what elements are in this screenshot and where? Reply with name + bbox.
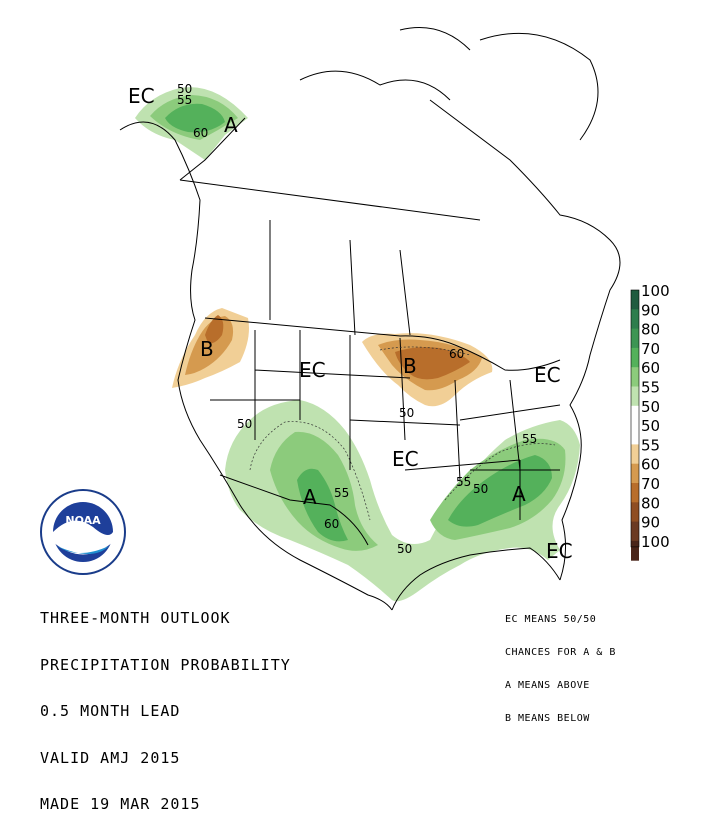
outlook-map: EC A 50 55 60 B B 60 50 EC EC EC EC A 50… bbox=[40, 27, 670, 611]
noaa-logo-bird-icon bbox=[53, 520, 113, 555]
contour-55-southwest: 55 bbox=[334, 486, 349, 500]
arctic-islands bbox=[299, 27, 599, 141]
contour-50-greatlakes: 50 bbox=[399, 406, 414, 420]
legend-swatch-1 bbox=[631, 309, 639, 330]
legend-swatch-9 bbox=[631, 463, 639, 484]
outlook-title-block: THREE-MONTH OUTLOOK PRECIPITATION PROBAB… bbox=[40, 580, 291, 828]
legend-swatch-4 bbox=[631, 367, 639, 387]
legend-swatch-3 bbox=[631, 347, 639, 368]
contour-50-southwest: 50 bbox=[237, 417, 252, 431]
southwest-above-area bbox=[225, 400, 580, 602]
ec-florida-label: EC bbox=[546, 539, 573, 563]
northwest-shade-dark bbox=[205, 315, 224, 344]
legend-swatch-10 bbox=[631, 483, 639, 503]
contour-55-southeast-2: 55 bbox=[522, 432, 537, 446]
contour-southwest-55 bbox=[249, 421, 371, 521]
a-southeast-label: A bbox=[512, 482, 526, 506]
border-us-canada bbox=[204, 317, 561, 371]
a-alaska-label: A bbox=[224, 113, 238, 137]
alaska-shade-dark bbox=[165, 103, 225, 133]
contour-60-southwest: 60 bbox=[324, 517, 339, 531]
contour-55-southeast: 55 bbox=[456, 475, 471, 489]
legend-swatch-7 bbox=[631, 425, 639, 445]
coastline-east bbox=[429, 99, 621, 581]
alaska-above-area bbox=[135, 87, 248, 160]
legend-swatch-2 bbox=[631, 328, 639, 349]
contours bbox=[249, 346, 556, 521]
southeast-shade-dark bbox=[448, 455, 552, 527]
state-lines-east bbox=[459, 379, 561, 520]
border-us-mexico bbox=[219, 474, 369, 546]
contour-50-gulf: 50 bbox=[397, 542, 412, 556]
contour-55-alaska: 55 bbox=[177, 93, 192, 107]
legend-swatch-0 bbox=[631, 290, 639, 310]
contour-60-alaska: 60 bbox=[193, 126, 208, 140]
legend-label-7: 50 bbox=[641, 417, 660, 435]
noaa-logo-text: NOAA bbox=[65, 514, 101, 527]
legend-swatch-11 bbox=[631, 502, 639, 523]
legend-label-3: 70 bbox=[641, 340, 660, 358]
note-line-2: CHANCES FOR A & B bbox=[505, 647, 616, 658]
legend-label-9: 60 bbox=[641, 456, 660, 474]
legend-label-12: 90 bbox=[641, 514, 660, 532]
b-greatlakes-label: B bbox=[403, 354, 417, 378]
note-line-4: B MEANS BELOW bbox=[505, 713, 590, 724]
legend-bar-frame bbox=[630, 289, 640, 548]
state-lines-central bbox=[349, 337, 521, 481]
map-labels: EC A 50 55 60 B B 60 50 EC EC EC EC A 50… bbox=[128, 82, 573, 563]
state-lines-west bbox=[210, 330, 351, 470]
note-line-3: A MEANS ABOVE bbox=[505, 680, 590, 691]
ec-central-label: EC bbox=[392, 447, 419, 471]
province-lines bbox=[179, 179, 481, 336]
note-line-1: EC MEANS 50/50 bbox=[505, 614, 597, 625]
legend-label-6: 50 bbox=[641, 398, 660, 416]
legend-swatch-8 bbox=[631, 444, 639, 465]
contour-50-alaska: 50 bbox=[177, 82, 192, 96]
legend-label-10: 70 bbox=[641, 475, 660, 493]
legend-label-0: 100 bbox=[641, 282, 670, 300]
border-alaska bbox=[179, 117, 246, 181]
northwest-below-area bbox=[172, 308, 249, 388]
ec-northeast-label: EC bbox=[534, 363, 561, 387]
contour-southeast-55 bbox=[444, 443, 556, 501]
southwest-shade-dark bbox=[297, 468, 348, 542]
legend-label-5: 55 bbox=[641, 379, 660, 397]
legend-swatch-12 bbox=[631, 521, 639, 542]
legend-label-11: 80 bbox=[641, 494, 660, 512]
legend-swatch-6 bbox=[631, 405, 639, 426]
coastline-west bbox=[119, 121, 393, 611]
legend-notes: EC MEANS 50/50 CHANCES FOR A & B A MEANS… bbox=[505, 592, 616, 735]
greatlakes-shade-dark bbox=[395, 347, 470, 380]
a-southwest-label: A bbox=[303, 485, 317, 509]
title-line-4: VALID AMJ 2015 bbox=[40, 748, 181, 767]
contour-60-greatlakes: 60 bbox=[449, 347, 464, 361]
coastline-gulf bbox=[391, 547, 561, 611]
contour-greatlakes-55 bbox=[379, 346, 471, 356]
contour-50-southeast: 50 bbox=[473, 482, 488, 496]
title-line-5: MADE 19 MAR 2015 bbox=[40, 795, 201, 813]
legend-label-13: 100 bbox=[641, 533, 670, 551]
noaa-logo: NOAA bbox=[40, 489, 126, 575]
legend-swatch-13 bbox=[631, 540, 639, 561]
ec-alaska-label: EC bbox=[128, 84, 155, 108]
title-line-1: THREE-MONTH OUTLOOK bbox=[40, 609, 231, 627]
greatlakes-below-area bbox=[362, 333, 493, 407]
boundaries bbox=[119, 27, 621, 611]
title-line-2: PRECIPITATION PROBABILITY bbox=[40, 655, 291, 674]
legend-label-4: 60 bbox=[641, 359, 660, 377]
title-line-3: 0.5 MONTH LEAD bbox=[40, 702, 181, 720]
b-northwest-label: B bbox=[200, 337, 214, 361]
legend-swatch-5 bbox=[631, 386, 639, 407]
legend-label-1: 90 bbox=[641, 301, 660, 319]
noaa-logo-wave-icon bbox=[57, 546, 109, 554]
legend-label-8: 55 bbox=[641, 436, 660, 454]
legend-label-2: 80 bbox=[641, 321, 660, 339]
ec-north-label: EC bbox=[299, 358, 326, 382]
